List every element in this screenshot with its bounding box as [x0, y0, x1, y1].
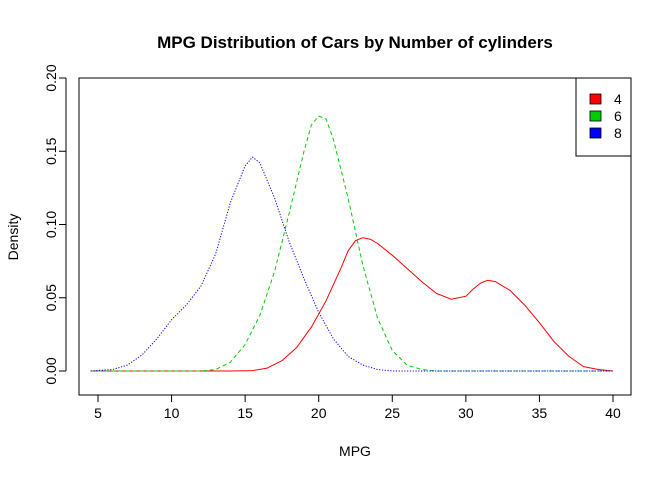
legend-swatch — [589, 127, 602, 139]
legend-label: 8 — [614, 125, 622, 141]
x-tick-label: 30 — [458, 405, 474, 421]
legend-swatch — [589, 110, 602, 122]
x-tick-label: 25 — [384, 405, 400, 421]
x-tick-label: 40 — [605, 405, 621, 421]
y-tick-label: 0.10 — [43, 211, 59, 238]
x-axis: 5 10 15 20 25 30 35 40 — [94, 394, 621, 421]
y-tick-label: 0.00 — [43, 357, 59, 384]
x-tick-label: 35 — [532, 405, 548, 421]
x-tick-label: 15 — [237, 405, 253, 421]
legend-label: 4 — [614, 91, 622, 107]
y-tick-label: 0.05 — [43, 284, 59, 311]
x-tick-label: 20 — [311, 405, 327, 421]
series-line-6-cyl — [90, 115, 613, 372]
plot-area-frame — [78, 77, 632, 396]
series-line-4-cyl — [90, 237, 614, 372]
legend-label: 6 — [614, 108, 622, 124]
y-tick-label: 0.15 — [43, 137, 59, 164]
series-layer — [90, 115, 614, 372]
y-axis: 0.00 0.05 0.10 0.15 0.20 — [43, 64, 67, 385]
legend: 468 — [575, 77, 632, 157]
legend-swatch — [589, 93, 602, 105]
x-tick-label: 5 — [94, 405, 102, 421]
series-line-8-cyl — [90, 156, 613, 372]
x-tick-label: 10 — [164, 405, 180, 421]
legend-box — [575, 77, 632, 157]
x-axis-label: MPG — [339, 443, 371, 459]
y-axis-label: Density — [5, 214, 21, 261]
y-tick-label: 0.20 — [43, 64, 59, 91]
chart-title: MPG Distribution of Cars by Number of cy… — [157, 33, 553, 52]
